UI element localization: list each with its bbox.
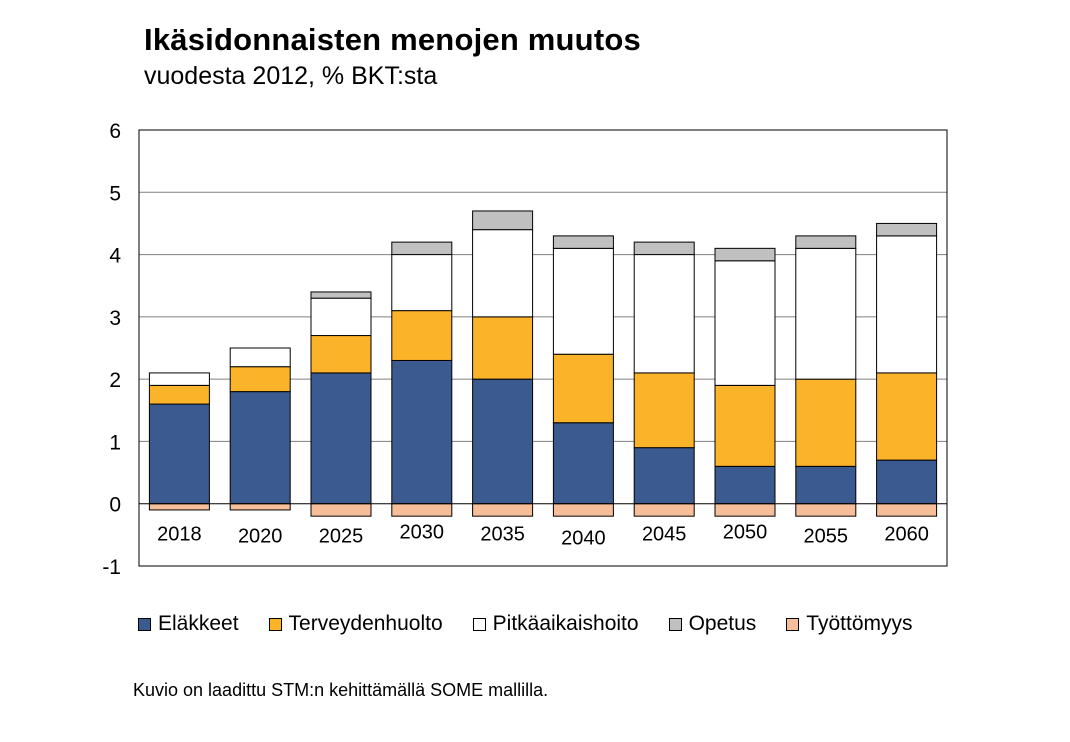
bar-segment	[714, 465, 776, 505]
bar-segment	[148, 372, 210, 386]
x-tick-label: 2018	[157, 524, 202, 546]
bar-segment	[795, 247, 857, 380]
bar-segment	[148, 503, 210, 511]
bar-segment	[148, 403, 210, 505]
bar-segment	[876, 503, 938, 517]
bar-segment	[876, 459, 938, 505]
legend-swatch	[786, 617, 800, 631]
bar-segment	[391, 310, 453, 361]
bar-segment	[714, 384, 776, 467]
bar-segment	[552, 503, 614, 517]
legend-swatch	[138, 617, 151, 631]
bar-segment	[148, 384, 210, 405]
bar-segment	[472, 503, 534, 517]
bar-segment	[391, 503, 453, 517]
x-tick-label: 2020	[238, 526, 283, 548]
x-tick-label: 2030	[400, 522, 445, 544]
y-tick-label: 0	[109, 494, 121, 517]
x-tick-label: 2060	[884, 524, 929, 546]
legend-item: Työttömyys	[786, 612, 913, 636]
x-tick-label: 2035	[480, 524, 525, 546]
bar-segment	[391, 254, 453, 312]
legend: Eläkkeet Terveydenhuolto Pitkäaikaishoito O…	[138, 612, 943, 636]
bar-segment	[633, 254, 695, 374]
bar-segment	[633, 503, 695, 517]
bar-segment	[633, 241, 695, 256]
legend-label: Pitkäaikaishoito	[492, 612, 639, 635]
bar-segment	[229, 366, 291, 393]
chart-subtitle: vuodesta 2012, % BKT:sta	[144, 62, 438, 90]
y-axis-ticks: 6 5 4 3 2 1 0 -1	[102, 120, 121, 579]
bar-segment	[795, 378, 857, 467]
bar-segment	[714, 260, 776, 386]
bars	[148, 210, 938, 517]
bar-segment	[310, 503, 372, 517]
footnote: Kuvio on laadittu STM:n kehittämällä SOM…	[133, 680, 549, 700]
bar-segment	[795, 235, 857, 249]
legend-swatch	[668, 617, 682, 631]
legend-item: Terveydenhuolto	[268, 612, 443, 636]
x-tick-label: 2045	[642, 524, 687, 546]
bar-segment	[391, 359, 453, 505]
bar-segment	[714, 247, 776, 262]
bar-segment	[310, 335, 372, 374]
bar-segment	[310, 297, 372, 337]
bar-segment	[795, 503, 857, 517]
x-tick-label: 2055	[804, 526, 849, 548]
legend-item: Opetus	[668, 612, 757, 636]
bar-segment	[310, 291, 372, 299]
bar-segment	[229, 503, 291, 511]
y-tick-label: 3	[109, 307, 121, 330]
bar-segment	[472, 316, 534, 380]
legend-swatch	[472, 617, 486, 631]
legend-item: Eläkkeet	[138, 612, 239, 636]
x-axis-ticks: 2018 2020 2025 2030 2035 2040 2045 2050 2055 2060	[157, 522, 929, 550]
y-tick-label: 1	[109, 431, 121, 454]
x-tick-label: 2025	[319, 526, 364, 548]
bar-segment	[472, 378, 534, 505]
legend-label: Eläkkeet	[158, 612, 239, 635]
y-tick-label: 6	[109, 120, 121, 143]
bar-segment	[310, 372, 372, 505]
y-tick-label: -1	[102, 556, 121, 579]
bar-segment	[876, 372, 938, 461]
x-tick-label: 2050	[723, 522, 768, 544]
bar-segment	[633, 447, 695, 505]
plot-frame	[138, 129, 948, 567]
bar-segment	[876, 235, 938, 374]
bar-segment	[633, 372, 695, 449]
bar-segment	[795, 465, 857, 505]
bar-segment	[552, 422, 614, 505]
bar-segment	[714, 503, 776, 517]
legend-label: Työttömyys	[806, 612, 913, 635]
x-tick-label: 2040	[561, 528, 606, 550]
chart-title: Ikäsidonnaisten menojen muutos	[144, 22, 641, 57]
legend-label: Opetus	[688, 612, 757, 635]
y-tick-label: 4	[109, 245, 121, 268]
bar-segment	[876, 222, 938, 237]
legend-item: Pitkäaikaishoito	[472, 612, 639, 636]
bar-segment	[229, 347, 291, 368]
y-tick-label: 5	[109, 182, 121, 205]
bar-segment	[552, 353, 614, 424]
bar-segment	[472, 229, 534, 318]
legend-swatch	[268, 617, 282, 631]
y-tick-label: 2	[109, 369, 121, 392]
bar-segment	[552, 247, 614, 355]
legend-label: Terveydenhuolto	[288, 612, 443, 635]
bar-segment	[552, 235, 614, 249]
bar-segment	[472, 210, 534, 231]
bar-segment	[229, 391, 291, 505]
bar-segment	[391, 241, 453, 256]
